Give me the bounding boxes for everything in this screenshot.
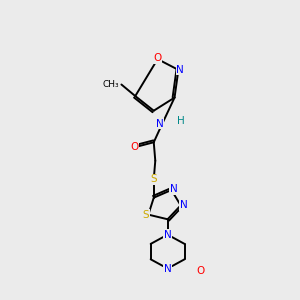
Text: N: N	[176, 65, 184, 75]
Text: O: O	[130, 142, 139, 152]
Text: O: O	[154, 53, 162, 63]
Text: N: N	[164, 263, 172, 274]
Text: CH₃: CH₃	[103, 80, 119, 89]
Text: N: N	[170, 184, 178, 194]
Text: S: S	[143, 210, 149, 220]
Text: H: H	[177, 116, 184, 126]
Text: N: N	[156, 119, 164, 129]
Text: S: S	[150, 174, 157, 184]
Text: N: N	[164, 230, 172, 240]
Text: N: N	[180, 200, 188, 210]
Text: O: O	[196, 266, 205, 276]
